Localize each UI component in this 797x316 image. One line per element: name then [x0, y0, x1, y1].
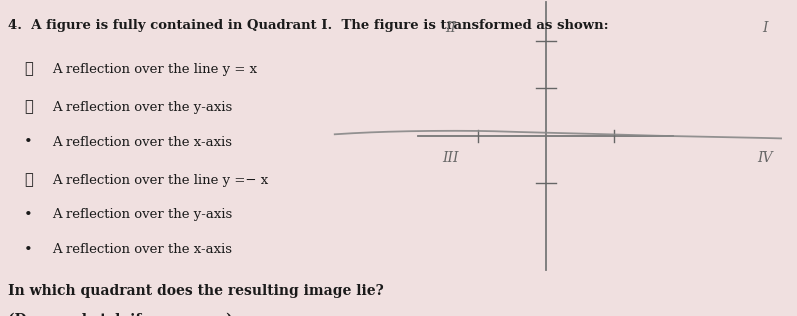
Text: ✓: ✓ [24, 100, 33, 114]
Text: IV: IV [757, 151, 773, 165]
Text: ✓: ✓ [24, 173, 33, 187]
Text: In which quadrant does the resulting image lie?: In which quadrant does the resulting ima… [8, 284, 383, 298]
Text: •: • [24, 243, 33, 257]
Text: ✓: ✓ [24, 63, 33, 76]
Text: A reflection over the y-axis: A reflection over the y-axis [52, 208, 232, 222]
Text: I: I [763, 21, 768, 35]
Text: A reflection over the y-axis: A reflection over the y-axis [52, 101, 232, 114]
Text: 4.  A figure is fully contained in Quadrant I.  The figure is transformed as sho: 4. A figure is fully contained in Quadra… [8, 19, 609, 32]
Text: II: II [445, 21, 456, 35]
Text: •: • [24, 135, 33, 149]
Text: A reflection over the line y = x: A reflection over the line y = x [52, 63, 257, 76]
Text: •: • [24, 208, 33, 222]
Text: A reflection over the line y =− x: A reflection over the line y =− x [52, 173, 268, 187]
Text: (Draw a sketch if necessary.): (Draw a sketch if necessary.) [8, 313, 233, 316]
Text: A reflection over the x-axis: A reflection over the x-axis [52, 243, 232, 256]
Text: A reflection over the x-axis: A reflection over the x-axis [52, 136, 232, 149]
Text: III: III [442, 151, 458, 165]
